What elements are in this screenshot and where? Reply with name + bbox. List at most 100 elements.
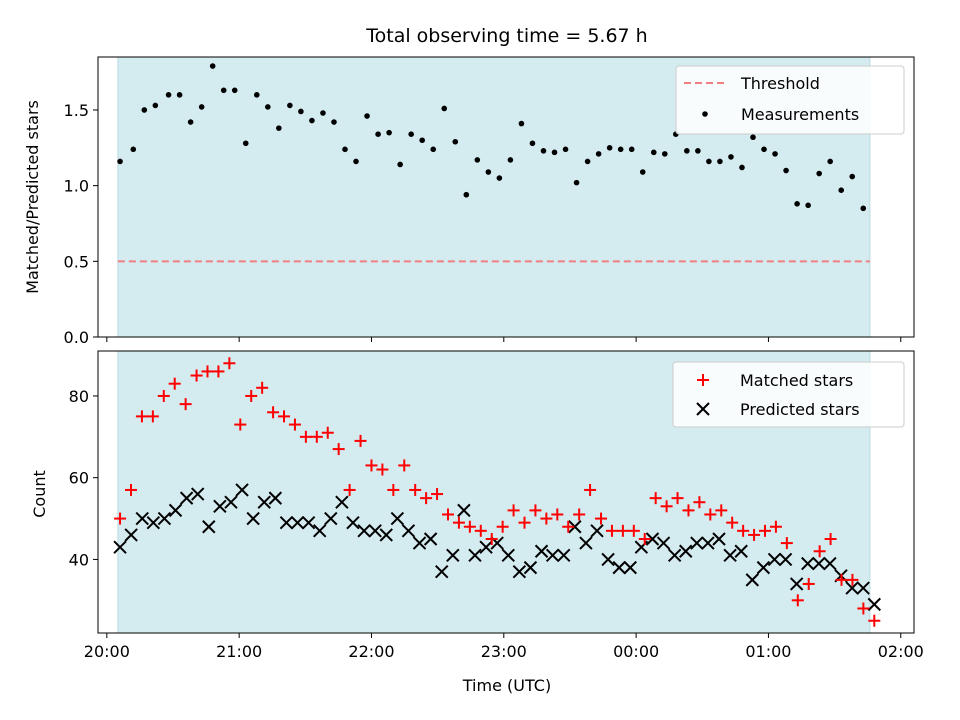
matched-star-point: [343, 483, 356, 496]
measurement-point: [408, 131, 414, 137]
measurement-point: [595, 151, 602, 157]
measurement-point: [187, 119, 194, 125]
x-tick-label: 22:00: [348, 642, 394, 661]
x-tick-label: 20:00: [84, 642, 130, 661]
matched-star-point: [813, 545, 826, 558]
y-tick-label: 0.5: [64, 252, 89, 271]
predicted-star-point: [313, 524, 327, 538]
measurement-point: [474, 157, 481, 163]
measurement-point: [838, 187, 845, 193]
predicted-star-point: [656, 536, 671, 550]
matched-star-point: [704, 508, 717, 521]
measurement-point: [728, 154, 734, 160]
top-y-axis-label: Matched/Predicted stars: [23, 100, 42, 294]
predicted-star-point: [523, 560, 538, 575]
predicted-star-point: [301, 515, 316, 530]
predicted-star-point: [146, 515, 161, 530]
measurement-point: [364, 113, 370, 119]
matched-star-point: [398, 459, 411, 472]
predicted-star-point: [701, 536, 715, 550]
predicted-star-point: [789, 577, 804, 591]
matched-star-point: [463, 520, 476, 533]
measurement-point: [419, 137, 425, 144]
matched-star-point: [431, 488, 444, 501]
measurement-point: [287, 102, 293, 109]
predicted-star-point: [557, 548, 571, 563]
measurement-point: [551, 149, 558, 156]
measurement-point: [772, 151, 778, 157]
predicted-star-point: [468, 548, 482, 563]
predicted-star-point: [745, 573, 759, 587]
predicted-star-point: [324, 511, 338, 526]
matched-star-point: [256, 381, 269, 394]
measurement-point: [430, 146, 437, 153]
predicted-star-point: [501, 548, 515, 563]
predicted-star-point: [623, 560, 637, 575]
measurement-point: [573, 179, 580, 186]
measurement-point: [452, 138, 459, 145]
matched-star-point: [452, 516, 465, 529]
matched-star-point: [529, 504, 542, 517]
matched-star-point: [310, 430, 323, 443]
measurement-point: [695, 148, 701, 154]
measurement-point: [650, 149, 657, 156]
matched-star-point: [540, 512, 553, 525]
predicted-star-point: [867, 597, 882, 612]
predicted-star-point: [235, 483, 249, 497]
measurement-point: [761, 146, 767, 153]
y-tick-label: 1.0: [64, 177, 89, 196]
predicted-star-point: [823, 556, 837, 571]
matched-star-point: [212, 365, 225, 378]
measurement-point: [342, 146, 348, 153]
predicted-star-point: [812, 556, 826, 571]
predicted-star-point: [801, 556, 815, 571]
measurement-point: [220, 87, 227, 94]
measurement-point: [130, 146, 137, 153]
predicted-star-point: [168, 503, 183, 518]
measurement-point: [485, 169, 492, 175]
predicted-star-point: [401, 524, 416, 538]
measurement-point: [507, 157, 514, 163]
matched-star-point: [835, 573, 848, 586]
measurement-point: [860, 205, 867, 212]
measurement-point: [661, 151, 668, 157]
predicted-star-point: [135, 511, 149, 526]
legend-predicted-label: Predicted stars: [740, 400, 860, 419]
predicted-star-point: [856, 581, 870, 595]
matched-star-point: [278, 410, 291, 423]
matched-star-point: [868, 614, 881, 627]
measurement-point: [265, 104, 271, 110]
matched-star-point: [190, 369, 203, 382]
legend-measurements-label: Measurements: [741, 105, 859, 124]
matched-star-point: [420, 492, 433, 505]
matched-star-point: [846, 573, 859, 586]
measurement-point: [209, 63, 216, 69]
matched-star-point: [376, 463, 389, 476]
matched-star-point: [518, 516, 531, 529]
measurement-point: [684, 148, 690, 154]
x-tick-label: 01:00: [745, 642, 791, 661]
matched-star-point: [299, 430, 312, 443]
legend-measurements-swatch: [702, 111, 708, 117]
measurement-point: [816, 170, 822, 177]
measurement-point: [141, 107, 148, 113]
matched-star-point: [562, 520, 575, 533]
predicted-star-point: [113, 540, 127, 554]
matched-star-point: [758, 524, 771, 537]
measurement-point: [639, 169, 646, 175]
matched-star-point: [769, 520, 782, 533]
predicted-star-point: [190, 487, 205, 501]
measurement-point: [320, 110, 326, 116]
y-tick-label: 40: [69, 550, 89, 569]
legend-matched-swatch: [697, 374, 709, 386]
matched-star-point: [649, 492, 662, 505]
matched-star-point: [584, 483, 597, 496]
predicted-star-point: [479, 540, 493, 554]
matched-star-point: [660, 500, 673, 513]
predicted-star-point: [357, 524, 371, 538]
predicted-star-point: [379, 528, 393, 542]
predicted-star-point: [390, 511, 405, 526]
matched-star-point: [857, 602, 870, 615]
matched-star-point: [824, 533, 837, 545]
matched-star-point: [616, 524, 629, 537]
